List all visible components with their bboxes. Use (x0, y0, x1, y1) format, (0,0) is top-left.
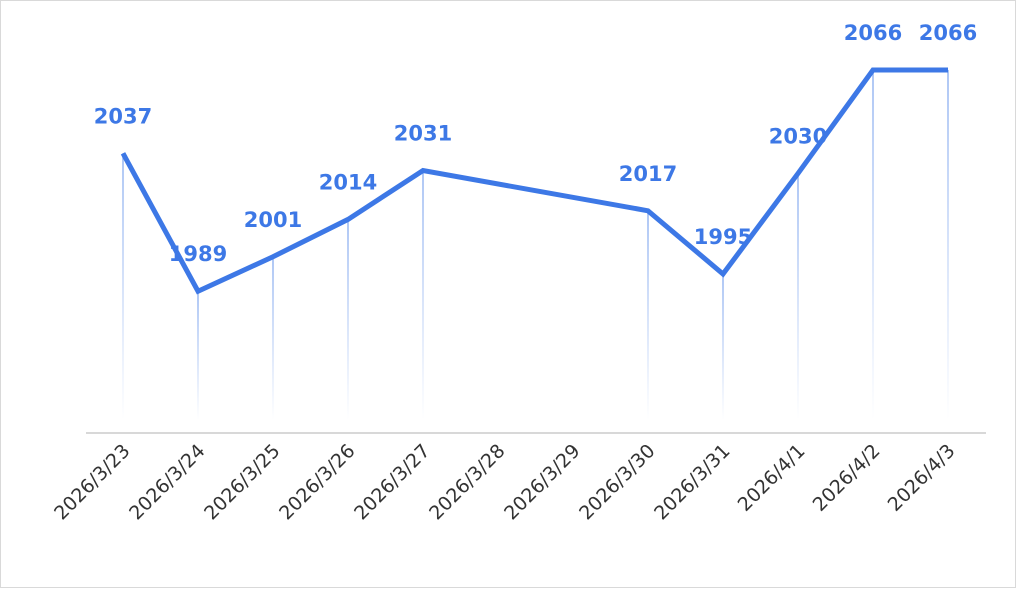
drop-line (422, 170, 424, 420)
drop-line (347, 219, 349, 420)
x-tick-label: 2026/3/29 (500, 440, 584, 524)
drop-line (722, 274, 724, 420)
drop-line (122, 153, 124, 420)
data-label: 2037 (94, 104, 152, 128)
x-tick-labels: 2026/3/232026/3/242026/3/252026/3/262026… (50, 440, 959, 524)
x-tick-label: 2026/4/1 (734, 440, 810, 516)
drop-line (272, 256, 274, 420)
x-tick-label: 2026/3/28 (425, 440, 509, 524)
x-tick-label: 2026/4/2 (809, 440, 885, 516)
data-label: 2014 (319, 170, 377, 194)
drop-line (872, 70, 874, 420)
x-tick-label: 2026/3/31 (650, 440, 734, 524)
drop-line (797, 173, 799, 420)
drop-line (197, 291, 199, 420)
data-label: 1995 (694, 225, 752, 249)
drop-line (647, 210, 649, 420)
x-tick-label: 2026/3/24 (125, 440, 209, 524)
data-label: 2066 (844, 21, 902, 45)
data-label: 2031 (394, 122, 452, 146)
data-label: 2017 (619, 162, 677, 186)
x-tick-label: 2026/3/23 (50, 440, 134, 524)
series-line (120, 67, 948, 295)
data-label: 2066 (919, 21, 977, 45)
chart-frame (0, 0, 1016, 588)
x-tick-label: 2026/3/27 (350, 440, 434, 524)
data-label: 1989 (169, 242, 227, 266)
data-labels: 2037 1989 2001 2014 2031 2017 1995 2030 2066 2066 (94, 21, 977, 266)
drop-line (947, 70, 949, 420)
data-label: 2030 (769, 124, 827, 148)
x-tick-label: 2026/3/30 (575, 440, 659, 524)
x-tick-label: 2026/3/26 (275, 440, 359, 524)
x-tick-label: 2026/3/25 (200, 440, 284, 524)
drop-lines (122, 70, 949, 420)
data-label: 2001 (244, 208, 302, 232)
x-tick-label: 2026/4/3 (884, 440, 960, 516)
